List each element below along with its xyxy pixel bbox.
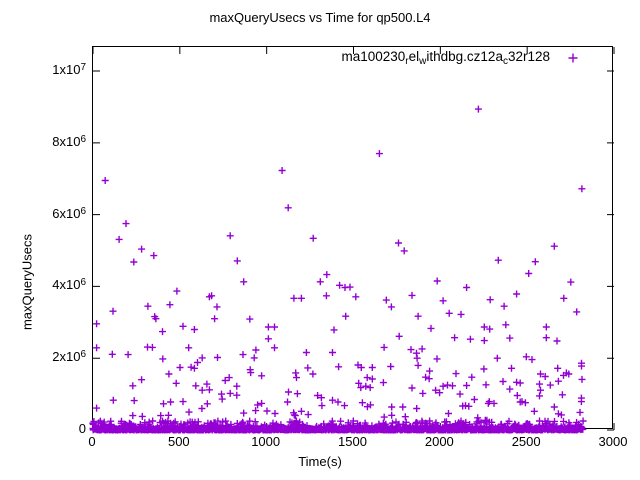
x-tick-label: 1000 bbox=[251, 434, 281, 449]
legend-label-part: 32r128 bbox=[507, 49, 550, 64]
y-tick-label: 8x106 bbox=[52, 133, 86, 149]
x-tick-label: 2500 bbox=[511, 434, 541, 449]
x-tick-label: 0 bbox=[88, 434, 96, 449]
x-tick-label: 500 bbox=[167, 434, 190, 449]
y-tick-label: 2x106 bbox=[52, 349, 86, 365]
legend-label-part: el bbox=[408, 49, 420, 64]
legend-marker-icon bbox=[568, 53, 578, 63]
plot-area bbox=[89, 46, 615, 434]
y-tick-label: 0 bbox=[78, 421, 86, 436]
x-axis-label: Time(s) bbox=[298, 454, 342, 469]
x-tick-label: 1500 bbox=[338, 434, 367, 449]
legend-label-subscript: c bbox=[502, 56, 508, 67]
legend-label-part: ma100230 bbox=[341, 49, 406, 64]
x-tick-label: 2000 bbox=[424, 434, 454, 449]
legend-label: ma100230relwithdbg.cz12ac32r128 bbox=[341, 49, 550, 67]
y-tick-label: 4x106 bbox=[52, 277, 86, 293]
legend-label-subscript: w bbox=[419, 56, 427, 67]
y-tick-label: 6x106 bbox=[52, 205, 86, 221]
y-tick-label: 1x107 bbox=[52, 62, 86, 78]
legend-label-subscript: r bbox=[405, 56, 409, 67]
legend-label-part: ithdbg.cz12a bbox=[426, 49, 503, 64]
scatter-points bbox=[89, 105, 587, 434]
tick-marks bbox=[92, 47, 615, 431]
chart-title: maxQueryUsecs vs Time for qp500.L4 bbox=[209, 10, 431, 25]
x-tick-label: 3000 bbox=[598, 434, 628, 449]
data-points-layer bbox=[89, 47, 615, 434]
legend: ma100230relwithdbg.cz12ac32r128 bbox=[0, 49, 579, 67]
